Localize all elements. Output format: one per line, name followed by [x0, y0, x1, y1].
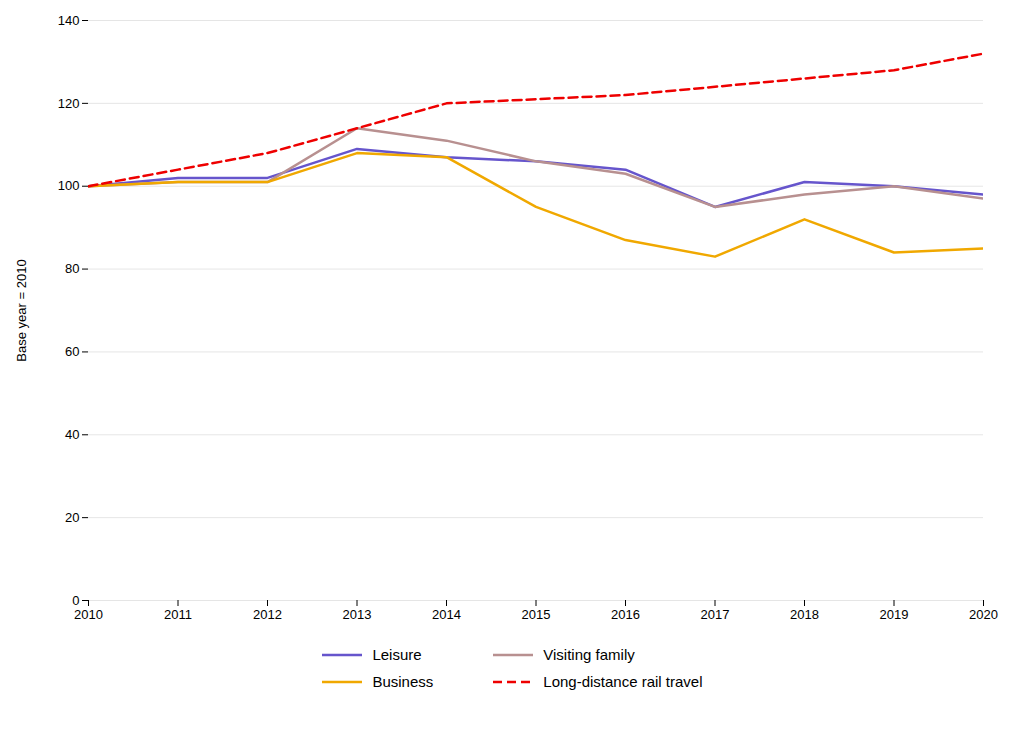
svg-text:0: 0 [72, 593, 79, 608]
svg-text:60: 60 [65, 344, 79, 359]
svg-text:2020: 2020 [969, 607, 998, 622]
svg-text:Base year = 2010: Base year = 2010 [13, 259, 28, 361]
svg-text:20: 20 [65, 510, 79, 525]
html-text:Leisure: Leisure [372, 646, 422, 663]
svg-text:2013: 2013 [342, 607, 371, 622]
html-text:Business: Business [372, 673, 434, 690]
svg-text:2018: 2018 [790, 607, 819, 622]
svg-text:2014: 2014 [432, 607, 461, 622]
svg-text:2016: 2016 [611, 607, 640, 622]
svg-text:80: 80 [65, 261, 79, 276]
svg-text:2015: 2015 [521, 607, 550, 622]
svg-text:40: 40 [65, 427, 79, 442]
svg-text:100: 100 [57, 178, 79, 193]
html-text:Visiting family: Visiting family [543, 646, 635, 663]
html-text:Long-distance rail travel: Long-distance rail travel [543, 673, 703, 690]
svg-text:2011: 2011 [164, 607, 192, 622]
svg-text:2019: 2019 [879, 607, 908, 622]
svg-text:120: 120 [57, 96, 79, 111]
svg-text:140: 140 [57, 13, 79, 28]
svg-text:2017: 2017 [700, 607, 729, 622]
svg-text:2010: 2010 [74, 607, 103, 622]
svg-text:2012: 2012 [253, 607, 282, 622]
